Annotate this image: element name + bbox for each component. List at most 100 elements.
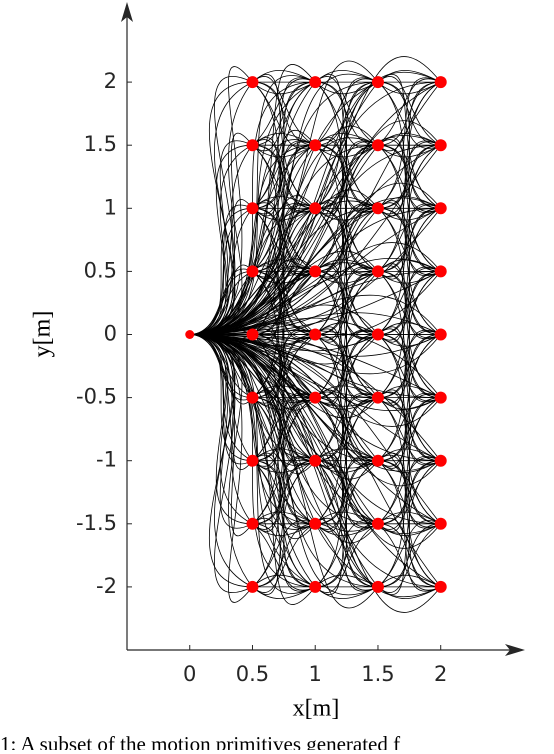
primitive-curve [252, 81, 316, 217]
primitive-curve [189, 334, 441, 588]
primitive-curve [377, 207, 441, 343]
primitive-curve [315, 144, 378, 209]
primitive-curve [377, 140, 441, 272]
primitive-curve [377, 397, 441, 410]
y-axis-arrow [121, 2, 133, 22]
point [309, 139, 322, 152]
primitive-curve [315, 460, 378, 588]
caption: 1: A subset of the motion primitives gen… [0, 732, 400, 750]
primitive-curve [315, 207, 378, 272]
primitive-curve [189, 294, 442, 335]
primitive-curve [314, 574, 379, 588]
primitive-curve [252, 207, 316, 272]
primitive-curve [314, 523, 379, 536]
primitive-curve [377, 271, 441, 398]
primitive-curve [314, 329, 379, 462]
primitive-curve [314, 81, 379, 95]
primitive-curve [252, 78, 316, 146]
primitive-curve [314, 334, 379, 469]
primitive-curve [315, 271, 378, 398]
primitive-curve [377, 523, 441, 536]
point [246, 328, 259, 341]
primitive-curve [315, 81, 378, 209]
primitive-curve [189, 264, 253, 335]
y-tick-label: 1 [104, 195, 117, 219]
primitive-curve [252, 393, 316, 462]
primitive-curve [189, 330, 442, 398]
primitive-curve [377, 141, 441, 209]
primitive-curve [252, 81, 316, 209]
primitive-curve [377, 203, 441, 335]
primitive-curve [314, 392, 379, 525]
primitive-curve [377, 207, 441, 272]
x-tick-label: 1.5 [361, 662, 394, 686]
primitive-curve [377, 267, 441, 335]
x-axis-arrow [505, 644, 525, 656]
primitive-curve [377, 144, 441, 158]
primitive-curve [314, 460, 379, 473]
primitive-curve [314, 271, 379, 406]
primitive-curve [377, 460, 441, 473]
primitive-curve [314, 141, 379, 209]
primitive-curve [314, 78, 379, 146]
primitive-curve [377, 271, 441, 284]
primitive-curve [189, 144, 441, 335]
primitive-curve [252, 329, 316, 462]
point [434, 517, 447, 530]
primitive-curve [252, 460, 316, 588]
primitive-curve [252, 144, 316, 280]
primitive-curve [252, 334, 316, 398]
primitive-curve [377, 586, 441, 600]
primitive-curve [189, 197, 441, 335]
primitive-curve [314, 207, 379, 343]
point [246, 265, 259, 278]
primitive-curve [189, 334, 379, 596]
primitive-curve [189, 334, 441, 525]
primitive-curve [252, 334, 316, 347]
primitive-curve [252, 523, 316, 536]
primitive-curve [377, 207, 441, 221]
primitive-curve [314, 457, 379, 525]
primitive-curve [314, 271, 379, 284]
primitive-curve [377, 81, 441, 95]
point [246, 202, 259, 215]
primitive-curve [314, 144, 379, 158]
primitive-curve [314, 334, 379, 347]
primitive-curve [252, 271, 316, 398]
primitive-curve [252, 81, 316, 95]
primitive-curve [252, 460, 316, 473]
point [246, 76, 259, 89]
primitive-curve [189, 144, 253, 335]
primitive-curve [252, 141, 316, 209]
point [309, 517, 322, 530]
point [434, 328, 447, 341]
primitive-curve [252, 457, 316, 525]
primitive-curve [377, 456, 441, 588]
primitive-curve [189, 268, 253, 335]
point [309, 265, 322, 278]
primitive-curve [377, 393, 441, 462]
primitive-curve [252, 204, 316, 272]
primitive-curve [189, 120, 442, 335]
primitive-curve [252, 271, 316, 284]
point [309, 76, 322, 89]
primitive-curve [189, 189, 379, 335]
primitive-curve [377, 271, 441, 406]
primitive-curve [189, 334, 442, 461]
primitive-curve [189, 207, 253, 335]
primitive-curve [252, 523, 316, 588]
primitive-curve [377, 334, 441, 462]
primitive-curve [315, 207, 378, 335]
y-axis-label: y[m] [30, 311, 56, 358]
point [371, 391, 384, 404]
primitive-curve [314, 397, 379, 410]
primitive-curve [252, 334, 316, 462]
primitive-curve [377, 144, 441, 280]
primitive-curve [314, 523, 379, 594]
x-tick-label: 0.5 [236, 662, 269, 686]
primitive-curve [377, 520, 441, 588]
point [185, 330, 195, 339]
y-tick-label: 2 [104, 69, 117, 93]
primitive-curve [252, 81, 316, 146]
